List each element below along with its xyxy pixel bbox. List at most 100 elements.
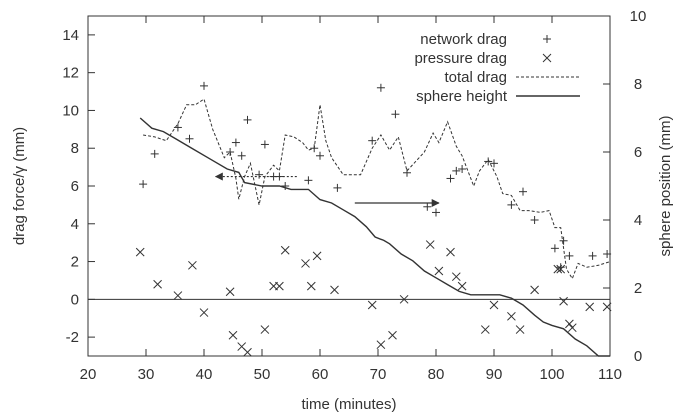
line-sphere-height	[139, 117, 610, 357]
plus-marker	[255, 170, 264, 179]
plus-marker	[200, 81, 208, 90]
y2-tick-label: 8	[634, 76, 642, 93]
x-tick-label: 60	[312, 366, 329, 383]
plus-marker	[603, 250, 612, 258]
plus-marker	[237, 151, 246, 160]
plot-frame	[87, 15, 611, 357]
plus-marker	[484, 157, 493, 166]
cross-marker	[243, 347, 252, 357]
cross-marker	[559, 296, 568, 306]
cross-marker	[553, 264, 563, 274]
y-tick-label: 6	[71, 178, 79, 195]
cross-marker	[301, 259, 310, 268]
cross-marker	[367, 300, 377, 310]
plus-marker	[565, 251, 574, 260]
plus-marker	[588, 251, 597, 260]
series-sphere-height	[139, 117, 610, 357]
x-tick-label: 80	[428, 366, 445, 383]
plus-marker	[243, 115, 252, 124]
annotations	[214, 172, 440, 207]
cross-marker	[565, 319, 574, 329]
y-tick-label: 10	[62, 102, 79, 119]
cross-marker	[173, 291, 183, 300]
cross-marker	[585, 302, 595, 312]
plus-marker	[185, 134, 194, 143]
cross-marker	[376, 340, 386, 350]
cross-marker	[507, 311, 516, 321]
plus-marker	[403, 168, 411, 177]
cross-marker	[199, 308, 209, 317]
y-tick-label: -2	[66, 329, 79, 346]
legend-label: sphere height	[416, 88, 508, 105]
cross-marker	[225, 287, 235, 297]
cross-marker	[260, 325, 270, 334]
cross-marker	[228, 330, 238, 340]
cross-marker	[434, 266, 444, 276]
cross-marker	[567, 323, 577, 333]
legend-label: total drag	[444, 69, 507, 86]
y-tick-label: 12	[62, 65, 79, 82]
plus-marker	[368, 136, 377, 145]
y2-tick-label: 4	[634, 212, 642, 229]
y-tick-label: 0	[71, 291, 79, 308]
plus-marker	[139, 180, 148, 189]
series-total-drag	[143, 98, 611, 280]
line-total-drag	[143, 98, 611, 280]
cross-marker	[135, 247, 145, 257]
series-pressure-drag	[135, 240, 612, 357]
cross-marker	[188, 260, 197, 270]
plus-marker	[231, 138, 240, 147]
x-tick-label: 90	[486, 366, 503, 383]
x-tick-label: 70	[370, 366, 387, 383]
cross-marker	[602, 302, 612, 312]
x-axis-title: time (minutes)	[301, 396, 396, 413]
plus-marker	[423, 202, 432, 211]
plus-marker	[490, 159, 498, 168]
cross-marker	[330, 285, 339, 295]
y2-tick-label: 0	[634, 348, 642, 365]
legend-label: network drag	[420, 31, 507, 48]
y2-tick-label: 2	[634, 280, 642, 297]
plus-marker	[281, 182, 290, 190]
x-tick-label: 40	[196, 366, 213, 383]
plus-marker	[275, 172, 284, 181]
cross-marker	[489, 300, 499, 310]
plus-marker	[376, 83, 385, 92]
plus-marker	[458, 165, 467, 173]
y-tick-label: 4	[71, 216, 79, 233]
cross-marker	[451, 272, 461, 282]
plus-marker	[333, 183, 342, 192]
ticks: 20 30 40 50 60 70 80 90 100 110 -2 0 2 4 6 8 10 12 14 0 2 4 6 8…	[62, 8, 646, 383]
plus-marker	[559, 236, 568, 245]
cross-marker	[312, 251, 322, 261]
legend: network drag pressure drag total drag spher…	[414, 31, 580, 105]
plus-marker	[452, 166, 461, 175]
series-network-drag	[139, 81, 612, 272]
cross-marker	[556, 264, 566, 274]
plus-marker	[226, 148, 235, 156]
y2-tick-label: 10	[630, 8, 647, 25]
cross-marker	[399, 294, 409, 304]
plus-marker	[556, 263, 565, 272]
plus-marker	[507, 200, 516, 209]
legend-cross-marker	[542, 53, 552, 63]
cross-marker	[530, 285, 539, 295]
plus-marker	[173, 123, 182, 132]
cross-marker	[153, 279, 162, 289]
y-axis-title: drag force/γ (mm)	[11, 127, 28, 245]
plus-marker	[304, 176, 313, 185]
plus-marker	[550, 244, 559, 253]
cross-marker	[515, 325, 525, 334]
x-tick-label: 110	[598, 366, 622, 383]
series	[135, 81, 612, 357]
x-tick-label: 100	[539, 366, 564, 383]
cross-marker	[306, 281, 316, 291]
cross-marker	[446, 247, 455, 257]
plus-marker	[316, 151, 324, 160]
cross-marker	[425, 240, 435, 249]
plus-marker	[391, 110, 400, 119]
cross-marker	[388, 330, 397, 340]
y-tick-label: 8	[71, 140, 79, 157]
legend-plus-marker	[543, 35, 551, 43]
